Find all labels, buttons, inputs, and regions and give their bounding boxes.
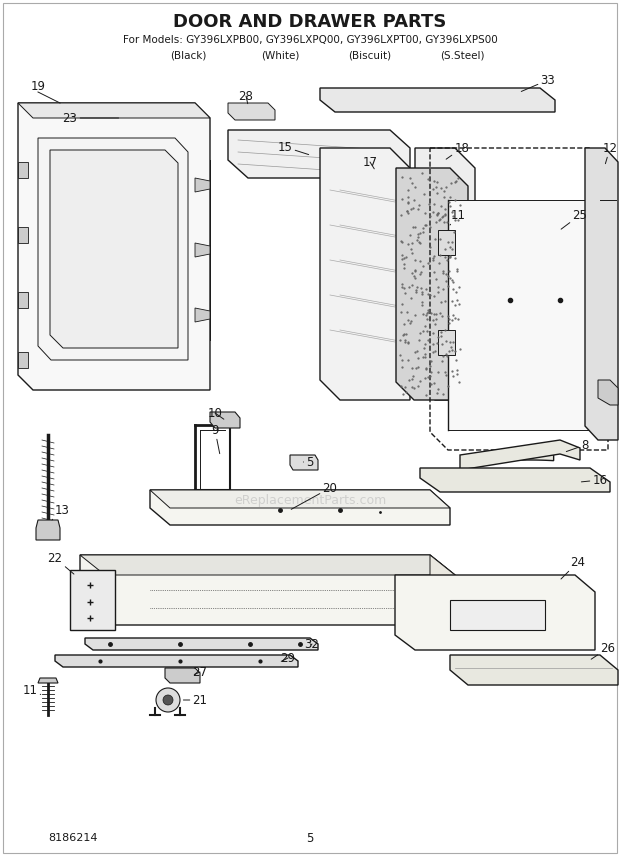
Circle shape [85, 597, 95, 607]
Text: 5: 5 [303, 455, 314, 468]
Polygon shape [55, 655, 298, 667]
Polygon shape [450, 600, 545, 630]
Polygon shape [290, 455, 318, 470]
Circle shape [156, 688, 180, 712]
Polygon shape [507, 450, 554, 461]
Polygon shape [36, 520, 60, 540]
Text: 25: 25 [561, 209, 587, 229]
Polygon shape [448, 200, 590, 430]
Polygon shape [80, 555, 455, 625]
Polygon shape [210, 412, 240, 428]
Text: 20: 20 [291, 482, 337, 509]
Text: 26: 26 [591, 641, 616, 659]
Polygon shape [420, 468, 610, 492]
Text: 29: 29 [280, 651, 296, 664]
Polygon shape [396, 168, 468, 400]
Polygon shape [80, 555, 455, 575]
Text: DOOR AND DRAWER PARTS: DOOR AND DRAWER PARTS [174, 13, 446, 31]
Polygon shape [38, 678, 58, 683]
Polygon shape [38, 138, 188, 360]
Polygon shape [320, 148, 410, 400]
Text: For Models: GY396LXPB00, GY396LXPQ00, GY396LXPT00, GY396LXPS00: For Models: GY396LXPB00, GY396LXPQ00, GY… [123, 35, 497, 45]
Text: 32: 32 [304, 638, 319, 651]
Text: 13: 13 [52, 503, 69, 520]
Text: 15: 15 [278, 140, 309, 155]
Polygon shape [70, 570, 115, 630]
Polygon shape [18, 227, 28, 243]
Polygon shape [320, 88, 555, 112]
Polygon shape [165, 668, 200, 683]
Text: (S.Steel): (S.Steel) [440, 50, 484, 60]
Polygon shape [195, 178, 210, 192]
Text: 18: 18 [446, 141, 469, 159]
Polygon shape [438, 230, 455, 255]
Circle shape [163, 695, 173, 705]
Polygon shape [18, 162, 28, 178]
Polygon shape [430, 555, 455, 625]
Text: 23: 23 [63, 111, 118, 124]
Polygon shape [450, 655, 618, 685]
Polygon shape [228, 130, 410, 178]
Text: 27: 27 [192, 665, 208, 679]
Polygon shape [195, 243, 210, 257]
Text: 5: 5 [306, 831, 314, 845]
Polygon shape [18, 292, 28, 308]
Text: 21: 21 [184, 693, 208, 706]
Text: 8186214: 8186214 [48, 833, 97, 843]
Polygon shape [18, 352, 28, 368]
Polygon shape [598, 380, 618, 405]
Text: 28: 28 [239, 90, 254, 104]
Text: 17: 17 [363, 156, 378, 169]
Polygon shape [585, 148, 618, 440]
Text: 10: 10 [208, 407, 224, 419]
Polygon shape [150, 490, 450, 525]
Polygon shape [150, 490, 450, 508]
Text: eReplacementParts.com: eReplacementParts.com [234, 494, 386, 507]
Text: 12: 12 [603, 141, 618, 163]
Text: 11: 11 [22, 683, 41, 697]
Polygon shape [18, 103, 210, 390]
Text: 8: 8 [566, 438, 588, 452]
Text: 24: 24 [561, 556, 585, 579]
Text: 33: 33 [521, 74, 556, 92]
Text: (Black): (Black) [170, 50, 206, 60]
Polygon shape [18, 103, 210, 118]
Text: (Biscuit): (Biscuit) [348, 50, 392, 60]
Polygon shape [85, 638, 318, 650]
Text: 16: 16 [582, 473, 608, 486]
Polygon shape [228, 103, 275, 120]
Text: 9: 9 [211, 424, 219, 454]
Polygon shape [415, 148, 475, 400]
Text: 22: 22 [48, 551, 74, 574]
Polygon shape [395, 575, 595, 650]
Polygon shape [50, 150, 178, 348]
Text: (White): (White) [261, 50, 299, 60]
Text: 19: 19 [30, 80, 45, 92]
Polygon shape [195, 308, 210, 322]
Circle shape [85, 613, 95, 623]
Text: 11: 11 [450, 209, 466, 225]
Polygon shape [460, 440, 580, 470]
Circle shape [85, 580, 95, 590]
Polygon shape [438, 330, 455, 355]
